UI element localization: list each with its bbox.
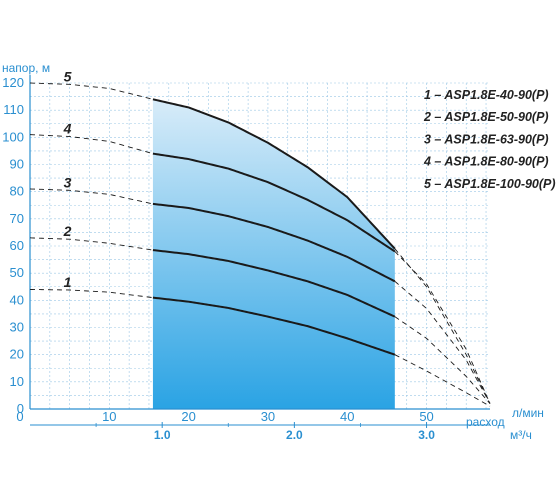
legend-entry-3: 3 – ASP1.8E-63-90(P) [424, 132, 549, 146]
y-tick-label: 50 [10, 265, 24, 280]
series-1-dashed-left [29, 289, 153, 299]
x2-tick-label: 2.0 [286, 428, 303, 442]
legend-entry-2: 2 – ASP1.8E-50-90(P) [423, 110, 549, 124]
working-range-fill [152, 99, 395, 410]
series-5-line [152, 98, 396, 250]
series-2-line [152, 249, 396, 318]
series-5-label: 5 [64, 68, 72, 84]
series-3-dashed-left [29, 188, 154, 205]
y-tick-label: 0 [17, 401, 24, 416]
series-3-dashed-right [394, 280, 491, 404]
axes: 0 10 20 30 40 50 60 70 80 90 100 110 120 0 10 20 30 40 50 1… [2, 75, 490, 442]
y-tick-label: 60 [10, 238, 24, 253]
y-tick-label: 100 [2, 129, 24, 144]
series-3-label: 3 [64, 174, 72, 190]
legend-entry-5: 5 – ASP1.8E-100-90(P) [424, 177, 556, 191]
series-2-dashed-left [29, 237, 153, 251]
y-tick-label: 30 [10, 320, 24, 335]
legend-entry-1: 1 – ASP1.8E-40-90(P) [424, 88, 549, 102]
x2-tick-label: 3.0 [418, 428, 435, 442]
x2-tick-label: 1.0 [154, 428, 171, 442]
y-tick-label: 20 [10, 347, 24, 362]
series-1-dashed-right [394, 354, 491, 407]
x2-axis-unit: м³/ч [510, 428, 532, 442]
series-4-dashed-left [29, 134, 154, 155]
series-4-dashed-right [394, 251, 491, 404]
legend: 1 – ASP1.8E-40-90(P) 2 – ASP1.8E-50-90(P)… [423, 88, 556, 191]
x-axis-label: расход [466, 415, 505, 429]
y-tick-label: 90 [10, 157, 24, 172]
y-tick-label: 110 [3, 102, 24, 117]
y-tick-label: 120 [2, 75, 24, 90]
x-tick-label: 40 [340, 409, 354, 424]
curve-labels: 1 2 3 4 5 [63, 68, 72, 290]
x-axis-unit: л/мин [512, 406, 544, 420]
series-1-label: 1 [64, 274, 72, 290]
x-tick-label: 50 [419, 409, 433, 424]
y-tick-label: 10 [10, 374, 24, 389]
x-tick-label: 10 [102, 409, 116, 424]
series-5-dashed-right [394, 248, 491, 404]
x-tick-label: 30 [261, 409, 275, 424]
series-2-label: 2 [63, 223, 72, 239]
working-range-band [152, 99, 395, 410]
y-tick-label: 80 [10, 184, 24, 199]
y-axis-label: напор, м [2, 61, 50, 75]
curves [29, 82, 491, 407]
series-5-dashed-left [29, 82, 154, 100]
series-2-dashed-right [394, 316, 491, 404]
y-tick-label: 40 [10, 292, 24, 307]
series-3-line [152, 202, 396, 283]
series-4-label: 4 [63, 121, 72, 137]
x-tick-label: 0 [16, 409, 23, 424]
y-tick-label: 70 [10, 211, 24, 226]
series-1-line [152, 296, 396, 356]
legend-entry-4: 4 – ASP1.8E-80-90(P) [423, 155, 549, 169]
series-4-line [152, 152, 396, 253]
x-tick-label: 20 [181, 409, 195, 424]
